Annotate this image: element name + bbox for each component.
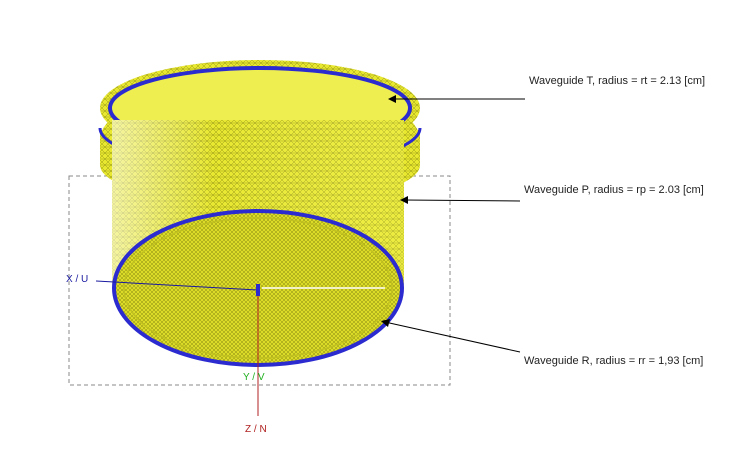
leader-waveguide-r [384,321,521,353]
x-axis-line [95,280,259,291]
label-waveguide-r: Waveguide R, radius = rr = 1,93 [cm] [524,355,704,367]
y-axis-label: Y / V [243,372,265,383]
label-waveguide-p: Waveguide P, radius = rp = 2.03 [cm] [524,184,704,196]
label-waveguide-t: Waveguide T, radius = rt = 2.13 [cm] [529,75,706,87]
axes [95,280,385,416]
leader-waveguide-p [403,199,521,202]
x-axis-label: X / U [66,274,89,285]
z-axis-label: Z / N [245,424,267,435]
origin-marker [256,284,260,296]
leader-lines [381,95,525,353]
